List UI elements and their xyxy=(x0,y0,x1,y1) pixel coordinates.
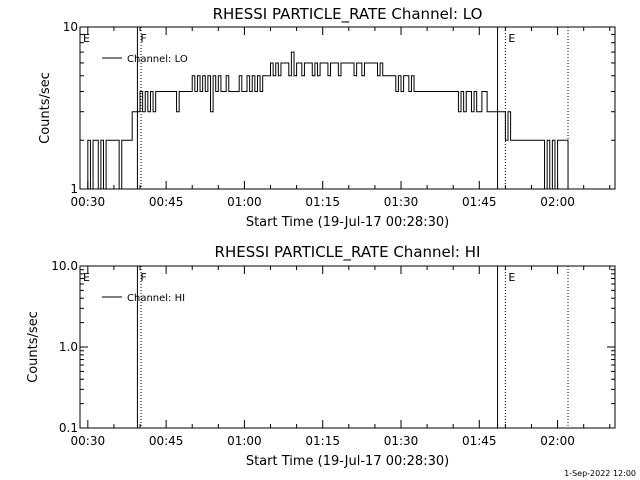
x-tick-label: 01:15 xyxy=(305,434,340,448)
x-tick-label: 01:00 xyxy=(227,195,262,209)
plot-frame xyxy=(79,26,616,190)
x-tick-label: 00:30 xyxy=(71,195,106,209)
flag-label: F xyxy=(140,32,146,45)
flag-label: E xyxy=(508,271,515,284)
chart-title: RHESSI PARTICLE_RATE Channel: HI xyxy=(215,243,481,262)
flag-label: E xyxy=(83,271,90,284)
y-tick-label: 10.0 xyxy=(51,259,78,273)
x-axis-title: Start Time (19-Jul-17 00:28:30) xyxy=(246,215,449,230)
y-axis-title: Counts/sec xyxy=(26,311,41,383)
x-tick-label: 01:30 xyxy=(384,434,419,448)
x-tick-label: 02:00 xyxy=(540,434,575,448)
x-tick-label: 01:45 xyxy=(462,434,497,448)
y-tick-label: 1.0 xyxy=(59,340,78,354)
series-line xyxy=(85,51,571,190)
x-tick-label: 01:00 xyxy=(227,434,262,448)
flag-label: E xyxy=(83,32,90,45)
y-axis-title: Counts/sec xyxy=(38,72,53,144)
y-tick-label: 0.1 xyxy=(59,421,78,435)
legend-label: Channel: LO xyxy=(127,54,188,65)
x-axis-title: Start Time (19-Jul-17 00:28:30) xyxy=(246,454,449,469)
x-tick-label: 01:45 xyxy=(462,195,497,209)
bottom-panel: RHESSI PARTICLE_RATE Channel: HI Start Ti… xyxy=(26,243,616,469)
footer-date: 1-Sep-2022 12:00 xyxy=(564,469,636,478)
x-tick-label: 01:30 xyxy=(384,195,419,209)
legend-label: Channel: HI xyxy=(127,293,185,304)
plot-frame xyxy=(79,265,616,429)
x-tick-label: 01:15 xyxy=(305,195,340,209)
flag-label: E xyxy=(508,32,515,45)
top-panel: RHESSI PARTICLE_RATE Channel: LO Start Ti… xyxy=(38,5,616,230)
chart-title: RHESSI PARTICLE_RATE Channel: LO xyxy=(213,5,483,24)
y-tick-label: 10 xyxy=(63,20,78,34)
x-tick-label: 00:45 xyxy=(149,195,184,209)
x-tick-label: 02:00 xyxy=(540,195,575,209)
x-tick-label: 00:30 xyxy=(71,434,106,448)
x-tick-label: 00:45 xyxy=(149,434,184,448)
flag-label: F xyxy=(140,271,146,284)
y-tick-label: 1 xyxy=(70,182,78,196)
